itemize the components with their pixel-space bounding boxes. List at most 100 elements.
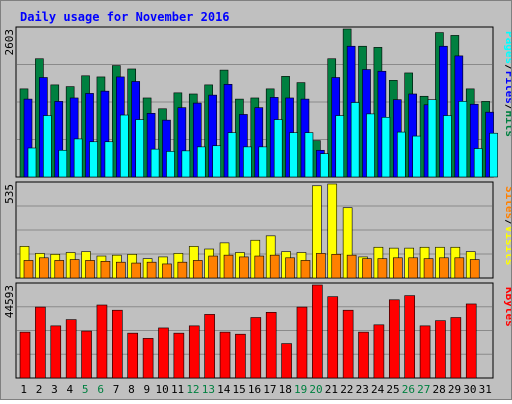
bar-kbytes-day-4	[65, 319, 77, 379]
x-tick-label-19: 19	[294, 383, 307, 396]
x-tick-label-4: 4	[67, 383, 74, 396]
x-tick-label-12: 12	[186, 383, 199, 396]
bar-pages-day-3	[58, 149, 68, 178]
bar-pages-day-9	[150, 148, 160, 178]
bar-sites-day-10	[162, 263, 172, 279]
legend-pages: Pages	[503, 31, 511, 64]
x-tick-label-6: 6	[97, 383, 104, 396]
bar-sites-day-13	[208, 255, 218, 279]
legend-slash: /	[503, 219, 511, 226]
bar-kbytes-day-18	[281, 343, 292, 379]
x-tick-label-22: 22	[340, 383, 353, 396]
bar-pages-day-15	[243, 146, 252, 178]
bar-kbytes-day-22	[342, 309, 354, 379]
bar-kbytes-day-26	[404, 295, 415, 379]
bar-kbytes-day-2	[35, 306, 46, 379]
bar-pages-day-13	[212, 145, 221, 178]
bar-pages-day-28	[443, 115, 452, 178]
bar-pages-day-29	[458, 101, 468, 178]
x-tick-label-21: 21	[325, 383, 338, 396]
x-tick-label-26: 26	[402, 383, 415, 396]
bar-kbytes-day-29	[450, 317, 462, 379]
bar-pages-day-4	[73, 138, 83, 178]
legend-slash: /	[503, 64, 511, 71]
bar-kbytes-day-9	[142, 338, 154, 379]
bar-sites-day-30	[469, 259, 480, 279]
x-tick-label-8: 8	[128, 383, 135, 396]
bar-sites-day-11	[177, 261, 188, 279]
x-tick-label-17: 17	[263, 383, 276, 396]
legend-slash: /	[503, 104, 511, 111]
bar-sites-day-6	[100, 261, 111, 279]
bar-sites-day-8	[131, 262, 142, 279]
x-tick-label-30: 30	[463, 383, 476, 396]
x-tick-label-11: 11	[171, 383, 184, 396]
x-tick-label-15: 15	[232, 383, 245, 396]
bar-kbytes-day-8	[127, 332, 139, 379]
x-tick-label-24: 24	[371, 383, 385, 396]
bar-kbytes-day-27	[419, 325, 431, 379]
x-tick-label-1: 1	[20, 383, 27, 396]
bar-sites-day-9	[146, 261, 157, 279]
bar-kbytes-day-11	[173, 332, 185, 379]
bar-kbytes-day-24	[373, 324, 385, 379]
bar-kbytes-day-10	[158, 327, 169, 379]
x-tick-label-18: 18	[279, 383, 292, 396]
legend-sites: Sites	[503, 186, 511, 219]
bar-sites-day-1	[23, 260, 34, 279]
bar-pages-day-21	[335, 115, 345, 178]
bar-kbytes-day-7	[112, 309, 123, 379]
x-tick-label-20: 20	[309, 383, 322, 396]
bar-sites-day-20	[316, 253, 326, 279]
legend-kbytes: KBytes	[503, 287, 511, 327]
x-tick-label-14: 14	[217, 383, 231, 396]
y-max-label: 2603	[3, 29, 16, 56]
bar-pages-day-31	[489, 132, 498, 178]
bar-kbytes-day-17	[265, 312, 277, 379]
panel-visits-sites: 535 Sites/Visits	[3, 181, 512, 279]
bar-sites-day-17	[269, 254, 280, 279]
x-tick-label-16: 16	[248, 383, 261, 396]
bar-pages-day-22	[350, 102, 360, 178]
bar-kbytes-day-13	[204, 314, 215, 379]
bar-sites-day-18	[285, 257, 295, 279]
bar-sites-day-22	[346, 254, 357, 279]
legend-files: Files	[503, 71, 511, 104]
bar-pages-day-23	[366, 113, 375, 178]
bar-pages-day-26	[412, 135, 421, 178]
bar-sites-day-7	[116, 261, 126, 279]
bar-pages-day-20	[320, 153, 329, 178]
bar-sites-day-3	[54, 260, 65, 279]
bar-pages-day-7	[120, 114, 129, 178]
bar-sites-day-5	[85, 260, 95, 279]
legend: KBytes	[503, 287, 511, 327]
bar-kbytes-day-30	[465, 303, 477, 379]
legend-hits: Hits	[503, 111, 511, 138]
x-tick-label-7: 7	[113, 383, 120, 396]
legend: Sites/Visits	[503, 186, 511, 266]
bar-kbytes-day-12	[188, 325, 200, 379]
x-tick-label-13: 13	[202, 383, 215, 396]
bar-sites-day-28	[439, 257, 449, 279]
bar-sites-day-15	[239, 256, 249, 279]
bar-kbytes-day-5	[81, 330, 92, 379]
bar-sites-day-21	[331, 253, 342, 279]
legend: Pages/Files/Hits	[503, 31, 511, 137]
x-tick-label-23: 23	[356, 383, 369, 396]
bar-pages-day-11	[181, 150, 191, 178]
y-max-label: 44593	[3, 285, 16, 318]
bar-pages-day-19	[304, 132, 314, 178]
bar-pages-day-12	[196, 146, 206, 178]
bar-kbytes-day-3	[50, 325, 62, 379]
bar-pages-day-6	[104, 141, 114, 178]
bar-kbytes-day-25	[388, 299, 400, 379]
legend-visits: Visits	[503, 226, 511, 266]
bar-kbytes-day-16	[250, 317, 262, 379]
bar-kbytes-day-6	[96, 304, 108, 379]
x-tick-label-29: 29	[448, 383, 461, 396]
panel-kbytes: 44593 KBytes	[3, 282, 512, 379]
bar-pages-day-18	[289, 132, 298, 178]
bar-kbytes-day-28	[435, 320, 446, 379]
